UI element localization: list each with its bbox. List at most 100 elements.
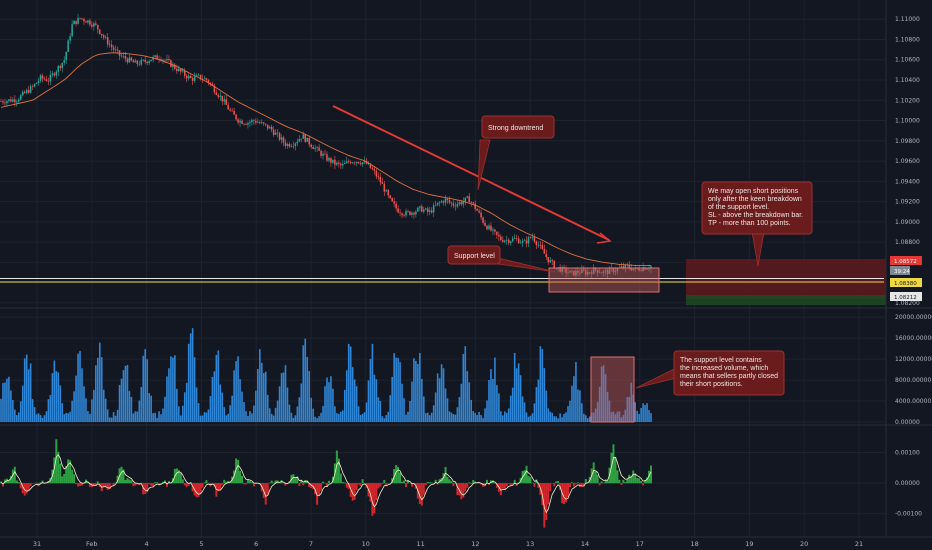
volume-bar [47, 399, 50, 422]
candle-body [500, 236, 502, 241]
oscillator-bar [181, 479, 184, 484]
oscillator-bar [322, 481, 325, 484]
candle-body [417, 207, 419, 212]
oscillator-bar [381, 483, 384, 485]
candle-body [146, 61, 148, 63]
candle-body [347, 161, 350, 162]
support-box[interactable] [548, 267, 660, 293]
volume-bar [193, 357, 196, 422]
time-axis[interactable]: 31 Feb 4 5 6 7 10 11 12 13 14 17 18 19 20 21 [33, 540, 863, 548]
volume-bar [266, 394, 269, 422]
volume-bar [201, 415, 204, 422]
candle-body [71, 24, 73, 37]
volume-bar [209, 396, 212, 422]
volume-bar [207, 409, 210, 422]
candle-body [261, 122, 263, 124]
candle-body [397, 208, 399, 213]
candle-body [557, 267, 559, 268]
volume-bar [340, 411, 342, 422]
candle-body [312, 147, 314, 150]
oscillator-bar [73, 474, 76, 484]
trade-note-callout[interactable]: We may open short positions only after t… [701, 181, 813, 267]
oscillator-bar [424, 483, 427, 486]
oscillator-bar [638, 478, 641, 484]
oscillator-bar [126, 478, 129, 484]
volume-bar [229, 405, 231, 422]
volume-callout[interactable]: The support level contains the increased… [635, 350, 785, 396]
candle-body [25, 90, 28, 93]
volume-bar [543, 368, 546, 422]
oscillator-bar [499, 483, 502, 496]
candle-body [199, 74, 202, 80]
oscillator-bar [1, 483, 4, 487]
candle-body [10, 99, 12, 102]
price-axis[interactable]: 1.11000 1.10800 1.10600 1.10400 1.10200 1.100… [895, 16, 920, 307]
price-tick-label: 1.09400 [895, 178, 920, 185]
oscillator-bar [264, 483, 267, 505]
date-tick-label: 7 [309, 540, 313, 548]
candle-body [150, 59, 152, 62]
candle-body [616, 268, 619, 271]
candle-body [342, 164, 344, 166]
oscillator-bar [563, 483, 566, 505]
volume-bar [166, 376, 168, 422]
candle-body [620, 266, 623, 268]
candle-body [533, 237, 536, 242]
oscillator-bar [547, 483, 550, 505]
date-tick-label: 4 [145, 540, 149, 548]
candle-body [428, 210, 431, 213]
volume-bar [142, 355, 145, 422]
trade-note-line-3: of the support level. [708, 204, 769, 211]
candle-body [399, 212, 401, 214]
oscillator-bar [361, 479, 364, 484]
price-tick-label: 1.09000 [895, 219, 920, 226]
candle-body [450, 202, 453, 204]
volume-bar [428, 415, 431, 422]
oscillator-bar [630, 476, 633, 484]
support-callout[interactable]: Support level [447, 245, 557, 273]
volume-highlight-box[interactable] [590, 356, 635, 423]
candle-body [559, 267, 561, 272]
oscillator-bar [223, 479, 226, 484]
candle-body [577, 270, 579, 273]
candle-body [128, 57, 131, 63]
oscillator-axis[interactable]: 0.00100 0.00000 -0.00100 [895, 449, 922, 517]
candle-body [102, 35, 105, 38]
candle-body [33, 84, 36, 87]
volume-bar [424, 413, 427, 422]
volume-bar [577, 389, 579, 422]
candle-body [470, 202, 472, 203]
oscillator-bar [25, 483, 28, 494]
oscillator-bar [203, 482, 206, 484]
volume-bar [150, 395, 152, 422]
oscillator-bar [606, 480, 609, 484]
volume-bar [567, 406, 569, 422]
candle-body [334, 159, 336, 165]
volume-bar [505, 412, 508, 422]
price-pane[interactable]: Strong downtrend Support level We may op… [0, 14, 886, 305]
oscillator-pane[interactable] [0, 439, 652, 528]
oscillator-bar [507, 483, 510, 484]
candle-body [494, 229, 496, 232]
volume-pane[interactable]: The support level contains the increased… [0, 328, 785, 423]
downtrend-callout[interactable]: Strong downtrend [477, 115, 555, 191]
volume-axis[interactable]: 20000.00000 16000.00000 12000.00000 8000.00… [895, 314, 932, 426]
oscillator-bar [335, 450, 338, 484]
candle-body [446, 198, 449, 201]
candle-body [79, 17, 81, 19]
candle-body [630, 268, 633, 271]
volume-bar [29, 363, 32, 422]
volume-bar [75, 375, 77, 422]
candle-body [430, 210, 433, 213]
candle-body [440, 201, 443, 203]
volume-bar [343, 389, 346, 422]
candle-body [89, 20, 91, 25]
oscillator-bar [156, 482, 159, 484]
date-tick-label: 6 [254, 540, 258, 548]
oscillator-bar [205, 480, 208, 484]
candle-body [585, 270, 587, 275]
downtrend-line[interactable] [332, 105, 610, 241]
candle-body [383, 183, 386, 192]
candle-body [2, 101, 4, 103]
